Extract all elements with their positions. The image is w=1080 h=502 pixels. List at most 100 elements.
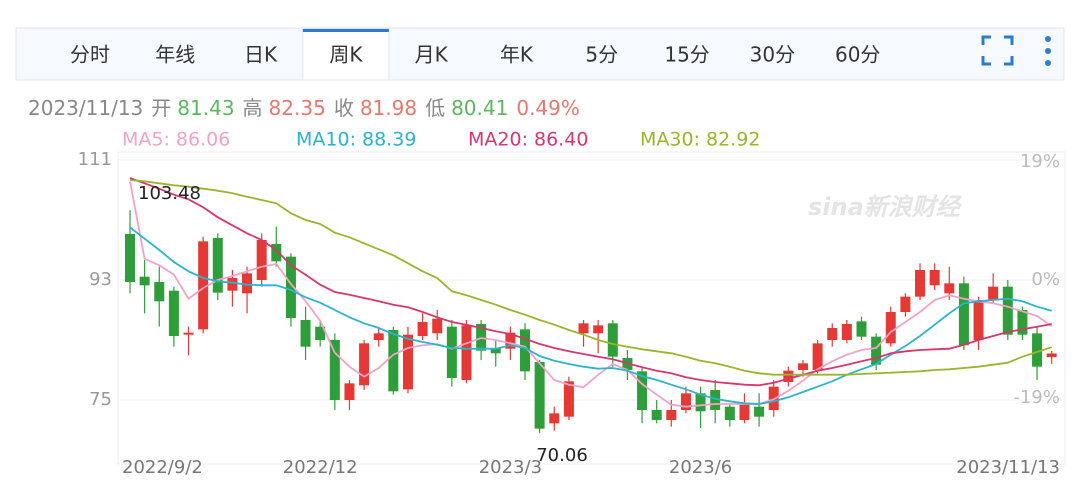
low-annotation: 70.06 xyxy=(536,445,588,466)
quote-value: 82.35 xyxy=(269,96,326,120)
candle-body xyxy=(593,325,604,334)
candle-body xyxy=(973,300,984,340)
high-annotation: 103.48 xyxy=(138,183,201,204)
candle-body xyxy=(1032,333,1043,367)
legend-entry: MA5: 86.06 xyxy=(122,129,230,151)
watermark: sina新浪财经 xyxy=(808,193,963,221)
tab[interactable]: 月K xyxy=(415,43,449,67)
tab-bar xyxy=(15,27,1065,81)
candle-body xyxy=(739,403,750,420)
candle-body xyxy=(139,276,150,286)
candle-body xyxy=(900,296,911,312)
ma-line xyxy=(129,177,1052,387)
candle-body xyxy=(944,283,955,294)
candle-body xyxy=(915,270,926,297)
candle-body xyxy=(856,321,867,337)
candle-body xyxy=(344,383,355,400)
candle-body xyxy=(388,330,399,392)
candle-body xyxy=(417,322,428,336)
candle-body xyxy=(432,318,443,334)
active-tab-bg xyxy=(302,28,390,81)
quote-change: 0.49% xyxy=(516,96,580,120)
ma-line xyxy=(129,179,1052,376)
tab[interactable]: 周K xyxy=(329,43,363,67)
tab-group: 分时 年线 日K 周K 月K 年K 5分 15分 30分 60分 xyxy=(70,28,880,81)
candle-body xyxy=(329,340,340,400)
candle-body xyxy=(871,336,882,365)
tab[interactable]: 日K xyxy=(244,43,278,67)
tab[interactable]: 60分 xyxy=(835,43,880,67)
candle-body xyxy=(1046,353,1057,358)
candle-body xyxy=(285,256,296,318)
more-icon[interactable] xyxy=(1045,36,1051,66)
candle-body xyxy=(827,328,838,340)
x-tick-label: 2023/6 xyxy=(669,457,732,478)
ma-line xyxy=(129,226,1052,405)
candle-body xyxy=(359,343,370,386)
candle-body xyxy=(797,363,808,370)
candle-body xyxy=(198,241,209,330)
quote-value: 80.41 xyxy=(451,96,508,120)
candle-body xyxy=(958,283,969,346)
y2-tick-label: 19% xyxy=(1020,151,1060,172)
candle-body xyxy=(271,244,282,262)
candle-body xyxy=(227,278,238,291)
candle-body xyxy=(988,286,999,300)
candle-body xyxy=(929,270,940,286)
candle-body xyxy=(578,323,589,334)
candle-body xyxy=(154,282,165,302)
fullscreen-icon[interactable] xyxy=(981,35,1014,66)
quote-label: 收 xyxy=(334,96,354,120)
tab[interactable]: 30分 xyxy=(750,43,795,67)
candle-body xyxy=(242,273,253,294)
tab[interactable]: 分时 xyxy=(70,43,110,67)
y2-tick-label: -19% xyxy=(1013,387,1060,408)
candle-body xyxy=(695,393,706,412)
y-tick-label: 93 xyxy=(89,269,112,290)
y-tick-label: 111 xyxy=(78,149,112,170)
x-tick-label: 2022/9/2 xyxy=(122,457,203,478)
candle-body xyxy=(563,381,574,417)
candle-body xyxy=(490,348,501,354)
candle-body xyxy=(666,410,677,420)
candle-body xyxy=(783,370,794,382)
candle-body xyxy=(446,326,457,378)
candle-body xyxy=(168,290,179,336)
legend-entry: MA30: 82.92 xyxy=(640,129,760,151)
quote-line: 2023/11/13 开 81.43 高 82.35 收 81.98 低 80.41 0.49% xyxy=(28,96,580,120)
x-tick-label: 2023/11/13 xyxy=(956,457,1060,478)
candle-body xyxy=(256,240,267,280)
quote-label: 开 xyxy=(151,96,171,120)
x-tick-label: 2022/12 xyxy=(283,457,358,478)
candle-body xyxy=(505,332,516,349)
tab[interactable]: 5分 xyxy=(585,43,618,67)
candle-body xyxy=(125,234,135,282)
tab[interactable]: 年K xyxy=(500,43,534,67)
candle-body xyxy=(212,238,223,293)
candle-body xyxy=(461,325,472,380)
candle-body xyxy=(1002,286,1013,335)
quote-value: 81.43 xyxy=(177,96,234,120)
candle-body xyxy=(549,413,560,424)
candle-body xyxy=(315,326,326,340)
tab[interactable]: 15分 xyxy=(664,43,709,67)
candle-body xyxy=(402,334,413,390)
active-tab-indicator xyxy=(302,29,389,32)
candle-body xyxy=(841,324,852,340)
y2-tick-label: 0% xyxy=(1031,269,1060,290)
quote-label: 低 xyxy=(425,96,445,120)
tab[interactable]: 年线 xyxy=(155,43,195,67)
candle-body xyxy=(710,390,721,410)
candle-body xyxy=(183,332,194,335)
quote-value: 81.98 xyxy=(360,96,417,120)
candle-body xyxy=(373,333,384,340)
candle-body xyxy=(812,343,823,370)
candle-body xyxy=(607,323,618,357)
candle-body xyxy=(885,312,896,344)
quote-date: 2023/11/13 xyxy=(28,96,143,120)
x-tick-label: 2023/3 xyxy=(479,457,542,478)
legend-entry: MA20: 86.40 xyxy=(468,129,588,151)
plot-frame xyxy=(117,151,1066,465)
